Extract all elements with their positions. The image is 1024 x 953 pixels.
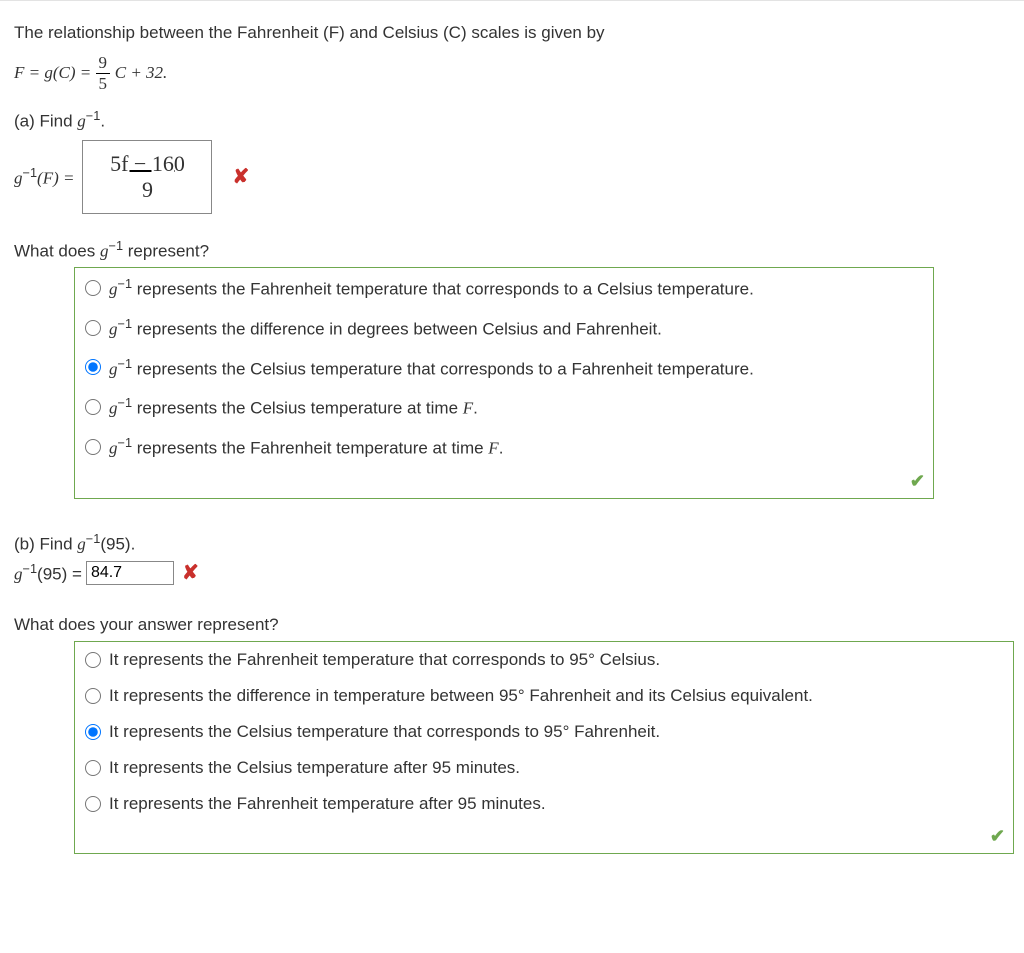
part-a-mc-question: What does g−1 represent? <box>14 238 1010 262</box>
ans-b-pre: g <box>14 565 23 584</box>
part-a-post: . <box>100 112 105 131</box>
mc-option[interactable]: It represents the Celsius temperature th… <box>75 714 1013 750</box>
ans-a-sup: −1 <box>23 165 38 180</box>
part-b-answer-input[interactable] <box>86 561 174 585</box>
mc-label[interactable]: g−1 represents the Celsius temperature a… <box>109 395 478 419</box>
mcq-a-pre: What does <box>14 241 100 260</box>
part-a-sup: −1 <box>86 108 101 123</box>
frac-num: 9 <box>96 53 111 73</box>
part-b-answer-row: g−1(95) = ✘ <box>14 560 1010 585</box>
incorrect-icon: ✘ <box>232 164 249 189</box>
ans-a-post: (F) = <box>37 168 74 187</box>
radio-b-0[interactable] <box>85 652 101 668</box>
part-b-mc-box: It represents the Fahrenheit temperature… <box>74 641 1014 854</box>
radio-a-3[interactable] <box>85 399 101 415</box>
part-a-answer-input[interactable]: 5f − 160 9 <box>82 140 212 214</box>
radio-a-1[interactable] <box>85 320 101 336</box>
ans-a-pre: g <box>14 168 23 187</box>
formula-lhs: F = g(C) = <box>14 63 96 82</box>
radio-b-2[interactable] <box>85 724 101 740</box>
frac-den: 5 <box>96 73 111 94</box>
formula-fraction: 9 5 <box>96 53 111 94</box>
mc-label[interactable]: It represents the Celsius temperature th… <box>109 722 660 742</box>
correct-icon: ✔ <box>990 826 1005 846</box>
correct-icon-wrap: ✔ <box>75 467 933 498</box>
correct-icon-wrap: ✔ <box>75 822 1013 853</box>
mc-option[interactable]: It represents the Fahrenheit temperature… <box>75 642 1013 678</box>
formula: F = g(C) = 9 5 C + 32. <box>14 53 1010 94</box>
mc-option[interactable]: It represents the Celsius temperature af… <box>75 750 1013 786</box>
part-b-prompt-pre: (b) Find <box>14 534 77 553</box>
part-a-prompt-pre: (a) Find <box>14 112 77 131</box>
part-a-mc-box: g−1 represents the Fahrenheit temperatur… <box>74 267 934 498</box>
radio-a-0[interactable] <box>85 280 101 296</box>
mc-label[interactable]: It represents the Fahrenheit temperature… <box>109 794 546 814</box>
mc-option[interactable]: It represents the difference in temperat… <box>75 678 1013 714</box>
radio-b-3[interactable] <box>85 760 101 776</box>
part-a-answer-label: g−1(F) = <box>14 165 74 189</box>
part-b-prompt: (b) Find g−1(95). <box>14 531 1010 555</box>
part-b-expr: g <box>77 534 86 553</box>
mc-label[interactable]: g−1 represents the Celsius temperature t… <box>109 356 754 380</box>
radio-a-4[interactable] <box>85 439 101 455</box>
ans-b-sup: −1 <box>23 561 38 576</box>
mc-label[interactable]: It represents the difference in temperat… <box>109 686 813 706</box>
radio-a-2[interactable] <box>85 359 101 375</box>
mcq-a-expr: g <box>100 241 109 260</box>
mc-option[interactable]: It represents the Fahrenheit temperature… <box>75 786 1013 822</box>
incorrect-icon: ✘ <box>182 560 199 585</box>
part-a-expr: g <box>77 112 86 131</box>
mcq-a-post: represent? <box>123 241 209 260</box>
mc-option[interactable]: g−1 represents the Celsius temperature t… <box>75 348 933 388</box>
mc-option[interactable]: g−1 represents the difference in degrees… <box>75 308 933 348</box>
radio-b-4[interactable] <box>85 796 101 812</box>
part-b-sup: −1 <box>86 531 101 546</box>
mc-label[interactable]: It represents the Fahrenheit temperature… <box>109 650 660 670</box>
mc-label[interactable]: g−1 represents the Fahrenheit temperatur… <box>109 276 754 300</box>
ans-a-den: 9 <box>107 177 188 203</box>
mc-option[interactable]: g−1 represents the Celsius temperature a… <box>75 387 933 427</box>
part-b-mc-question: What does your answer represent? <box>14 615 1010 635</box>
part-a-prompt: (a) Find g−1. <box>14 108 1010 132</box>
ans-b-post: (95) = <box>37 565 82 584</box>
mcq-a-sup: −1 <box>109 238 124 253</box>
mc-label[interactable]: g−1 represents the Fahrenheit temperatur… <box>109 435 503 459</box>
part-a-answer-row: g−1(F) = 5f − 160 9 ✘ <box>14 140 1010 214</box>
formula-rhs: C + 32. <box>115 63 168 82</box>
mc-option[interactable]: g−1 represents the Fahrenheit temperatur… <box>75 268 933 308</box>
part-b-answer-label: g−1(95) = <box>14 561 82 585</box>
mc-option[interactable]: g−1 represents the Fahrenheit temperatur… <box>75 427 933 467</box>
ans-a-num: 5f − 160 <box>107 151 188 177</box>
correct-icon: ✔ <box>910 471 925 491</box>
part-b-post: (95). <box>100 534 135 553</box>
mc-label[interactable]: It represents the Celsius temperature af… <box>109 758 520 778</box>
radio-b-1[interactable] <box>85 688 101 704</box>
intro-text: The relationship between the Fahrenheit … <box>14 23 1010 43</box>
mc-label[interactable]: g−1 represents the difference in degrees… <box>109 316 662 340</box>
